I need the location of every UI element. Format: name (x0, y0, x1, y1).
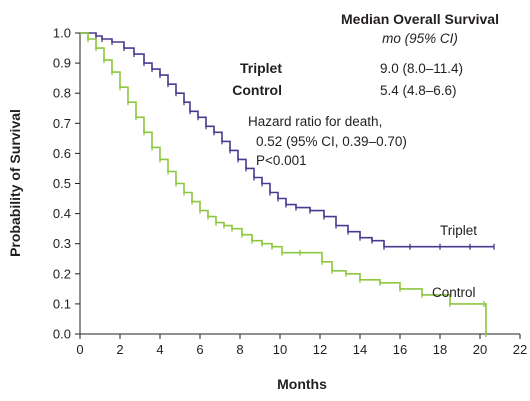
x-tick-label: 16 (393, 342, 407, 357)
legend-row-control-value: 5.4 (4.8–6.6) (380, 83, 457, 98)
x-tick-label: 2 (116, 342, 123, 357)
x-tick-label: 22 (513, 342, 527, 357)
x-tick-label: 0 (76, 342, 83, 357)
legend-row-control-label: Control (232, 82, 282, 98)
y-tick-label: 0.6 (53, 146, 71, 161)
y-tick-label: 0.7 (53, 116, 71, 131)
y-tick-label: 0.8 (53, 86, 71, 101)
y-axis-title: Probability of Survival (7, 109, 23, 257)
y-tick-label: 1.0 (53, 26, 71, 41)
axes: 0 2 4 6 8 10 12 14 16 18 20 22 0.0 0.1 0.2 0.3 0.4 0.5 0.6… (53, 26, 527, 358)
series-line-control (80, 32, 487, 334)
series-label-control: Control (432, 285, 476, 300)
legend-row-triplet-value: 9.0 (8.0–11.4) (380, 61, 463, 76)
y-tick-label: 0.3 (53, 236, 71, 251)
x-tick-label: 10 (273, 342, 287, 357)
x-tick-label: 18 (433, 342, 447, 357)
p-value: P<0.001 (256, 153, 307, 168)
x-tick-label: 8 (236, 342, 243, 357)
x-tick-label: 14 (353, 342, 367, 357)
median-header: Median Overall Survival (341, 11, 499, 27)
hazard-ratio-line2: 0.52 (95% CI, 0.39–0.70) (256, 134, 407, 149)
series-label-triplet: Triplet (440, 223, 477, 238)
x-tick-label: 6 (196, 342, 203, 357)
x-tick-label: 4 (156, 342, 163, 357)
hazard-ratio-line1: Hazard ratio for death, (248, 114, 382, 129)
y-tick-label: 0.9 (53, 56, 71, 71)
y-tick-label: 0.1 (53, 296, 71, 311)
x-tick-label: 20 (473, 342, 487, 357)
y-tick-label: 0.5 (53, 176, 71, 191)
legend-row-triplet-label: Triplet (240, 60, 282, 76)
series-layer (80, 32, 495, 337)
y-tick-label: 0.0 (53, 327, 71, 342)
x-tick-label: 12 (313, 342, 327, 357)
x-axis-title: Months (277, 376, 327, 392)
median-subheader: mo (95% CI) (382, 31, 458, 46)
y-tick-label: 0.2 (53, 266, 71, 281)
y-tick-label: 0.4 (53, 206, 71, 221)
